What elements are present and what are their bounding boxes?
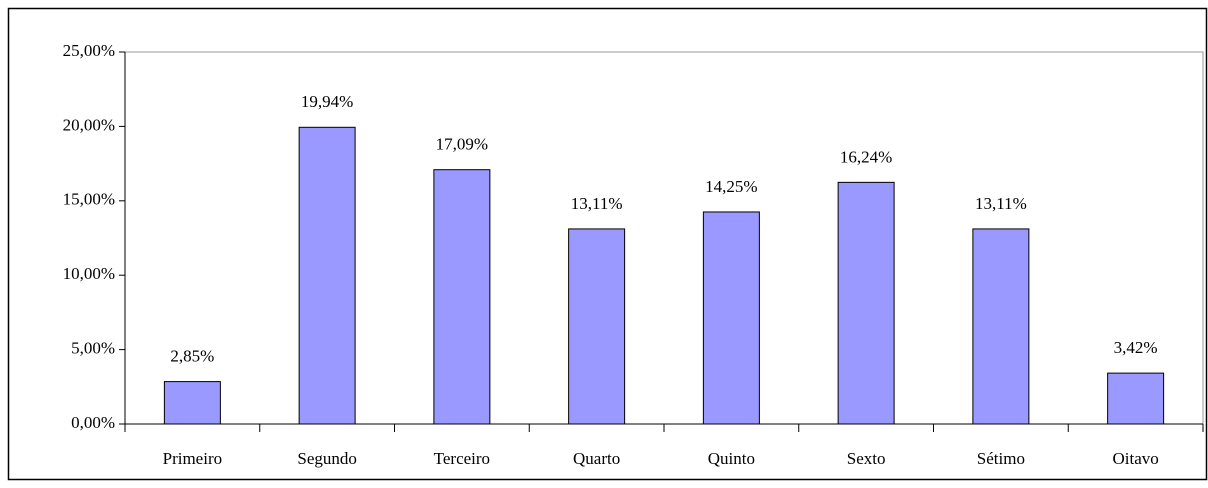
value-label: 14,25% [705,177,757,196]
bar [1107,372,1165,425]
bar [837,181,895,425]
bar [702,211,760,425]
x-tick-label: Quarto [573,449,620,468]
y-tick-label: 5,00% [71,339,115,358]
value-label: 3,42% [1114,338,1158,357]
y-tick-label: 20,00% [63,115,115,134]
bar [568,228,626,425]
y-tick-label: 15,00% [63,190,115,209]
y-tick-label: 0,00% [71,413,115,432]
value-label: 2,85% [170,346,214,365]
value-label: 19,94% [301,92,353,111]
y-tick-label: 10,00% [63,264,115,283]
value-label: 16,24% [840,147,892,166]
value-label: 13,11% [975,194,1027,213]
bar [433,169,491,425]
bar [298,126,356,425]
plot-area [124,51,1204,425]
x-tick-label: Terceiro [434,449,490,468]
bar [163,381,221,425]
x-tick-label: Sétimo [977,449,1025,468]
x-tick-label: Sexto [847,449,886,468]
bar [972,228,1030,425]
y-tick-label: 25,00% [63,41,115,60]
x-tick-label: Segundo [297,449,357,468]
x-tick-label: Primeiro [163,449,223,468]
value-label: 13,11% [571,194,623,213]
x-tick-label: Oitavo [1112,449,1158,468]
value-label: 17,09% [436,135,488,154]
x-tick-label: Quinto [708,449,755,468]
